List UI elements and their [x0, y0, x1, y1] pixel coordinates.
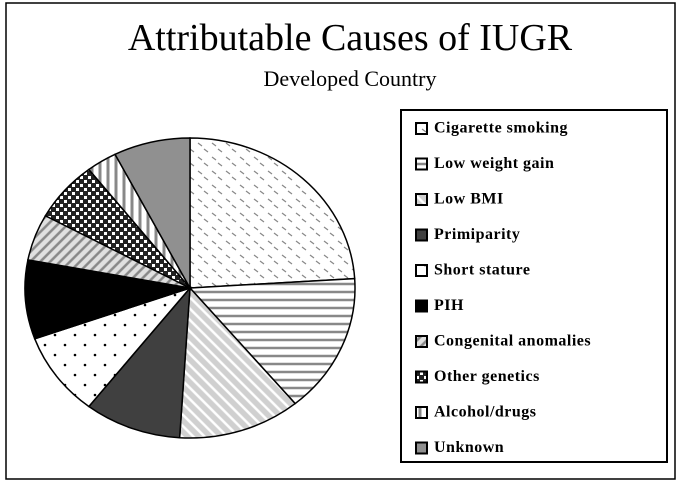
- pie-slice: [188, 277, 356, 405]
- legend-swatch: [415, 122, 428, 135]
- legend-swatch: [415, 299, 428, 313]
- legend-swatch: [415, 264, 428, 277]
- pie-slice: [189, 137, 356, 289]
- legend-label: Low weight gain: [434, 155, 554, 172]
- pie-slice: [178, 286, 297, 439]
- legend-label: PIH: [434, 297, 464, 314]
- legend: Cigarette smoking Low weight gain Low BMI P…: [415, 120, 591, 456]
- legend-box: [400, 109, 668, 463]
- pie-slice: [33, 286, 193, 408]
- legend-swatch: [415, 228, 428, 242]
- legend-swatch: [415, 406, 428, 419]
- legend-swatch: [415, 370, 428, 384]
- frame: [5, 2, 676, 480]
- legend-label: Primiparity: [434, 226, 520, 243]
- legend-swatch: [415, 335, 428, 348]
- legend-label: Short stature: [434, 262, 530, 279]
- legend-label: Alcohol/drugs: [434, 404, 537, 421]
- chart-subtitle: Developed Country: [264, 66, 437, 91]
- legend-label: Unknown: [434, 439, 504, 456]
- legend-swatch: [415, 157, 428, 171]
- pie-slice: [114, 137, 191, 291]
- legend-swatch: [415, 193, 428, 206]
- legend-label: Congenital anomalies: [434, 333, 591, 350]
- pie-slice: [24, 259, 191, 340]
- legend-label: Cigarette smoking: [434, 120, 568, 137]
- legend-swatch: [415, 441, 428, 455]
- legend-label: Other genetics: [434, 368, 540, 385]
- pie-slice: [87, 285, 191, 439]
- chart-title: Attributable Causes of IUGR: [128, 17, 573, 59]
- pie: [24, 137, 356, 439]
- legend-label: Low BMI: [434, 191, 504, 208]
